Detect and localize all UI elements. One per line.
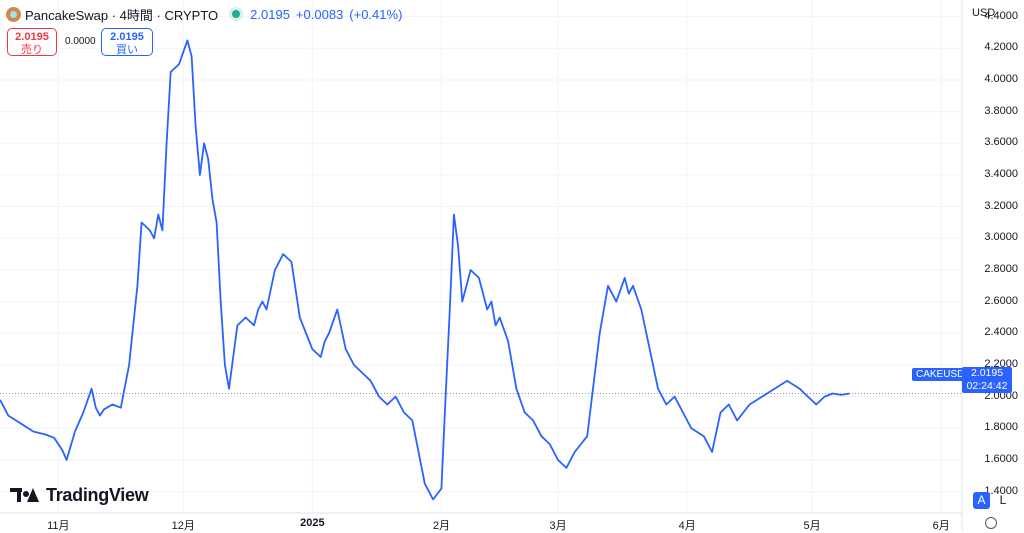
y-tick-label: 3.2000	[984, 199, 1018, 212]
sell-button[interactable]: 2.0195 売り	[7, 28, 57, 56]
spread-value: 0.0000	[65, 36, 96, 47]
y-tick-label: 3.4000	[984, 167, 1018, 180]
y-tick-label: 3.0000	[984, 231, 1018, 244]
tradingview-mark-icon	[10, 488, 40, 502]
symbol-price-tag: CAKEUSD	[912, 368, 969, 381]
tradingview-wordmark: TradingView	[46, 484, 149, 505]
tradingview-logo[interactable]: TradingView	[10, 484, 149, 505]
grid-lines	[0, 0, 962, 513]
market-status-dot-icon	[232, 10, 241, 18]
sell-label: 売り	[21, 44, 43, 56]
y-tick-label: 3.6000	[984, 136, 1018, 149]
x-tick-label: 6月	[932, 520, 950, 532]
y-tick-label: 1.4000	[984, 484, 1018, 497]
y-tick-label: 2.8000	[984, 262, 1018, 275]
x-tick-label: 4月	[678, 520, 696, 532]
pancakeswap-logo-icon	[6, 6, 21, 22]
x-tick-label: 2025	[300, 517, 325, 529]
y-tick-label: 4.2000	[984, 41, 1018, 54]
x-tick-label: 3月	[549, 520, 567, 532]
y-tick-label: 4.0000	[984, 72, 1018, 85]
auto-scale-button[interactable]: A	[973, 492, 990, 509]
last-price-tag-value: 2.0195	[970, 367, 1004, 379]
last-price-tag: 2.0195 02:24:42	[962, 367, 1012, 393]
y-tick-label: 2.2000	[984, 357, 1018, 370]
currency-selector[interactable]: USD	[972, 7, 996, 19]
symbol-title[interactable]: PancakeSwap · 4時間 · CRYPTO	[25, 7, 219, 23]
y-tick-label: 2.6000	[984, 294, 1018, 307]
bar-countdown: 02:24:42	[966, 380, 1008, 392]
x-tick-label: 11月	[47, 520, 70, 532]
legend-change: +0.0083	[295, 6, 344, 22]
sell-price: 2.0195	[15, 31, 49, 43]
legend-change-pct: (+0.41%)	[349, 6, 403, 22]
x-tick-label: 5月	[803, 520, 821, 532]
buy-button[interactable]: 2.0195 買い	[101, 28, 153, 56]
y-tick-label: 1.8000	[984, 421, 1018, 434]
y-tick-label: 4.4000	[984, 9, 1018, 22]
buy-label: 買い	[116, 44, 138, 56]
legend-last-price: 2.0195	[250, 6, 290, 22]
y-tick-label: 3.8000	[984, 104, 1018, 117]
y-tick-label: 1.6000	[984, 452, 1018, 465]
buy-price: 2.0195	[110, 31, 144, 43]
log-scale-button[interactable]: L	[999, 493, 1007, 507]
x-tick-label: 12月	[171, 520, 195, 532]
symbol-legend[interactable]: PancakeSwap · 4時間 · CRYPTO 2.0195 +0.008…	[6, 5, 408, 23]
series-line-cakeusd	[0, 39, 850, 501]
x-tick-label: 2月	[432, 520, 450, 532]
settings-gear-icon[interactable]	[985, 517, 997, 529]
y-tick-label: 2.4000	[984, 326, 1018, 339]
